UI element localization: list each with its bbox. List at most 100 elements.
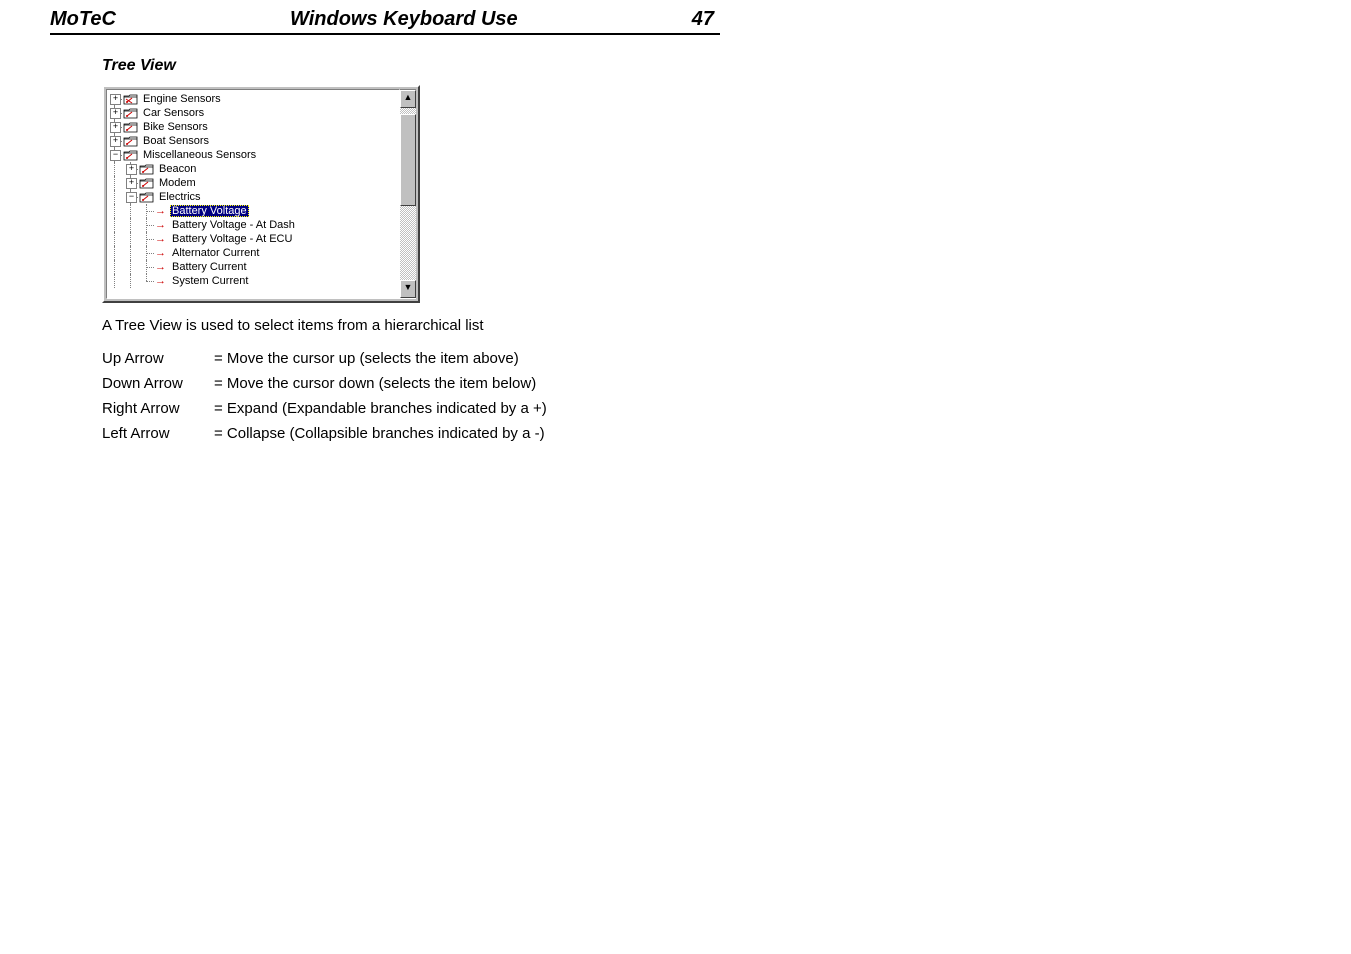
table-row: Down Arrow = Move the cursor down (selec…: [102, 371, 547, 396]
tree-connector: +: [123, 162, 139, 176]
key-table: Up Arrow = Move the cursor up (selects t…: [102, 346, 547, 446]
tree-node-boat[interactable]: + Boat Sensors: [107, 134, 399, 148]
tree-connector: +: [107, 120, 123, 134]
tree-guide: [123, 274, 139, 288]
tree-node-modem[interactable]: + Modem: [107, 176, 399, 190]
tree-connector: [139, 260, 155, 274]
tree-guide: [107, 232, 123, 246]
table-row: Right Arrow = Expand (Expandable branche…: [102, 396, 547, 421]
tree-connector: [139, 204, 155, 218]
folder-icon: [123, 107, 138, 119]
folder-icon: [123, 121, 138, 133]
header-title: Windows Keyboard Use: [116, 8, 692, 31]
arrow-icon: →: [155, 233, 166, 245]
folder-icon: [139, 191, 154, 203]
tree-leaf-battery-voltage-ecu[interactable]: → Battery Voltage - At ECU: [107, 232, 399, 246]
tree-guide: [123, 218, 139, 232]
tree-connector: −: [107, 148, 123, 162]
expand-icon[interactable]: +: [110, 122, 121, 133]
expand-icon[interactable]: +: [110, 108, 121, 119]
arrow-icon: →: [155, 247, 166, 259]
tree-node-bike[interactable]: + Bike Sensors: [107, 120, 399, 134]
folder-icon: [123, 135, 138, 147]
key-desc: = Expand (Expandable branches indicated …: [214, 396, 547, 421]
tree-label: Beacon: [157, 163, 198, 175]
tree-label: Modem: [157, 177, 198, 189]
tree-node-car[interactable]: + Car Sensors: [107, 106, 399, 120]
folder-icon: [139, 177, 154, 189]
tree-leaf-system-current[interactable]: → System Current: [107, 274, 399, 288]
tree-node-engine[interactable]: + Engine Sensors: [107, 92, 399, 106]
tree-label: Battery Voltage - At Dash: [170, 219, 297, 231]
brand: MoTeC: [50, 8, 116, 31]
tree-guide: [107, 204, 123, 218]
tree-label: Electrics: [157, 191, 203, 203]
tree-connector: [139, 218, 155, 232]
tree-view[interactable]: + Engine Sensors + Car Sensors: [102, 85, 420, 303]
tree-list[interactable]: + Engine Sensors + Car Sensors: [106, 89, 400, 299]
tree-label: Battery Current: [170, 261, 249, 273]
tree-node-electrics[interactable]: − Electrics: [107, 190, 399, 204]
folder-icon: [123, 149, 138, 161]
scroll-thumb[interactable]: [400, 114, 416, 206]
folder-icon: [123, 93, 138, 105]
tree-guide: [107, 260, 123, 274]
tree-connector: +: [107, 134, 123, 148]
tree-guide: [107, 246, 123, 260]
tree-label: Bike Sensors: [141, 121, 210, 133]
key-name: Up Arrow: [102, 346, 214, 371]
tree-label: Miscellaneous Sensors: [141, 149, 258, 161]
tree-guide: [107, 176, 123, 190]
tree-label: Alternator Current: [170, 247, 261, 259]
scroll-track[interactable]: [400, 108, 416, 280]
page-number: 47: [692, 8, 720, 31]
tree-guide: [123, 246, 139, 260]
key-desc: = Move the cursor down (selects the item…: [214, 371, 547, 396]
collapse-icon[interactable]: −: [110, 150, 121, 161]
tree-guide: [107, 274, 123, 288]
tree-label: Car Sensors: [141, 107, 206, 119]
scrollbar[interactable]: ▲ ▼: [400, 89, 416, 299]
tree-label: Battery Voltage - At ECU: [170, 233, 294, 245]
table-row: Left Arrow = Collapse (Collapsible branc…: [102, 421, 547, 446]
tree-leaf-battery-current[interactable]: → Battery Current: [107, 260, 399, 274]
tree-node-beacon[interactable]: + Beacon: [107, 162, 399, 176]
scroll-down-button[interactable]: ▼: [400, 280, 416, 298]
arrow-icon: →: [155, 261, 166, 273]
table-row: Up Arrow = Move the cursor up (selects t…: [102, 346, 547, 371]
tree-leaf-alternator-current[interactable]: → Alternator Current: [107, 246, 399, 260]
tree-label: Boat Sensors: [141, 135, 211, 147]
tree-connector: −: [123, 190, 139, 204]
tree-connector: +: [123, 176, 139, 190]
tree-connector: +: [107, 92, 123, 106]
tree-guide: [107, 218, 123, 232]
tree-inner: + Engine Sensors + Car Sensors: [106, 89, 416, 299]
collapse-icon[interactable]: −: [126, 192, 137, 203]
arrow-icon: →: [155, 275, 166, 287]
expand-icon[interactable]: +: [110, 136, 121, 147]
tree-label: Engine Sensors: [141, 93, 223, 105]
tree-node-misc[interactable]: − Miscellaneous Sensors: [107, 148, 399, 162]
scroll-up-button[interactable]: ▲: [400, 90, 416, 108]
key-name: Down Arrow: [102, 371, 214, 396]
expand-icon[interactable]: +: [126, 164, 137, 175]
tree-label: Battery Voltage: [170, 205, 249, 217]
section-title: Tree View: [102, 57, 720, 75]
key-desc: = Move the cursor up (selects the item a…: [214, 346, 547, 371]
tree-guide: [107, 190, 123, 204]
tree-leaf-battery-voltage-dash[interactable]: → Battery Voltage - At Dash: [107, 218, 399, 232]
tree-guide: [107, 162, 123, 176]
tree-leaf-battery-voltage[interactable]: → Battery Voltage: [107, 204, 399, 218]
tree-connector: [139, 246, 155, 260]
expand-icon[interactable]: +: [126, 178, 137, 189]
tree-connector: +: [107, 106, 123, 120]
page: MoTeC Windows Keyboard Use 47 Tree View …: [0, 0, 720, 446]
tree-guide: [123, 232, 139, 246]
expand-icon[interactable]: +: [110, 94, 121, 105]
tree-guide: [123, 260, 139, 274]
arrow-icon: →: [155, 205, 166, 217]
key-desc: = Collapse (Collapsible branches indicat…: [214, 421, 547, 446]
intro-text: A Tree View is used to select items from…: [102, 317, 720, 334]
arrow-icon: →: [155, 219, 166, 231]
tree-label: System Current: [170, 275, 250, 287]
